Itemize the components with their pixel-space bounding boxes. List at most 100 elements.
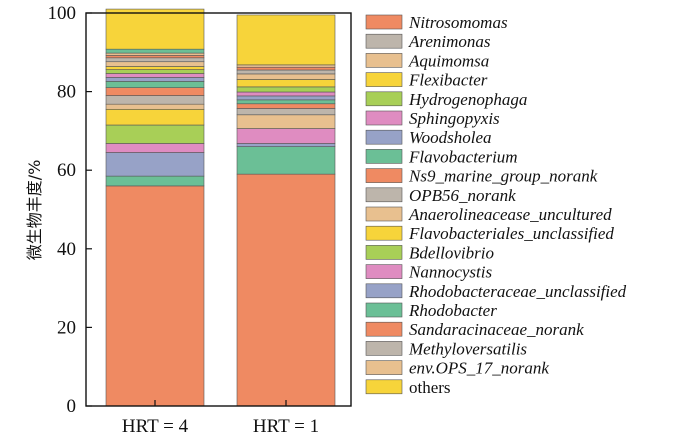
legend-label: Rhodobacteraceae_unclassified: [408, 282, 627, 301]
bar-segment-others: [236, 14, 336, 66]
legend-label: Flexibacter: [408, 71, 488, 90]
legend-item: Sphingopyxis: [365, 109, 500, 128]
legend-label: Bdellovibrio: [409, 243, 494, 262]
bar-stack-2: [236, 14, 336, 407]
legend-swatch: [365, 187, 403, 203]
bar-segment-env-ops-17-norank: [236, 64, 336, 68]
bar-segment-flavobacteriales-unclassified: [105, 108, 205, 126]
bar-segment-sphingopyxis: [236, 91, 336, 97]
legend-swatch: [365, 379, 403, 395]
legend-item: Anaerolineacease_uncultured: [365, 205, 612, 224]
legend-label: Flavobacterium: [408, 147, 518, 166]
legend-item: Flexibacter: [365, 71, 488, 90]
x-category-label: HRT = 4: [122, 416, 189, 437]
legend-label: Anaerolineacease_uncultured: [408, 205, 612, 224]
bar-segment-ns9-marine-group-norank: [236, 103, 336, 109]
legend-item: Aquimomsa: [365, 51, 489, 70]
bar-segment-flavobacterium: [236, 99, 336, 105]
bar-segment-aquimomsa: [105, 61, 205, 67]
y-tick-label: 80: [57, 82, 76, 103]
legend-item: Hydrogenophaga: [365, 90, 527, 109]
legend-label: Ns9_marine_group_norank: [408, 167, 598, 186]
bar-segment-hydrogenophaga: [236, 86, 336, 93]
bar-segment-sandaracinaceae-norank: [105, 185, 205, 407]
legend-swatch: [365, 283, 403, 299]
y-tick-label: 20: [57, 317, 76, 338]
legend-item: Nannocystis: [365, 263, 492, 282]
legend-swatch: [365, 53, 403, 68]
bar-segment-rhodobacteraceae-unclassified: [105, 152, 205, 177]
legend-label: Rhodobacter: [408, 301, 497, 320]
bar-segment-rhodobacter: [236, 146, 336, 175]
legend-item: Rhodobacteraceae_unclassified: [365, 282, 627, 301]
legend-item: OPB56_norank: [365, 186, 516, 205]
legend-item: Nitrosomomas: [365, 13, 508, 32]
legend-label: Arenimonas: [408, 32, 491, 51]
legend-swatch: [365, 206, 403, 222]
bar-segment-bdellovibrio: [105, 124, 205, 144]
bar-segment-aquimomsa: [236, 73, 336, 80]
legend-item: Flavobacterium: [365, 147, 518, 166]
bar-segment-woodsholea: [105, 77, 205, 82]
legend-swatch: [365, 168, 403, 183]
legend-label: Nitrosomomas: [408, 13, 508, 32]
bar-segment-arenimonas: [105, 57, 205, 63]
bar-segment-rhodobacter: [105, 175, 205, 187]
legend-label: Flavobacteriales_unclassified: [408, 224, 614, 243]
bar-segment-flavobacterium: [105, 48, 205, 54]
bar-segment-others: [105, 8, 205, 50]
bar-segment-sandaracinaceae-norank: [236, 173, 336, 407]
legend-item: Ns9_marine_group_norank: [365, 167, 598, 186]
bar-segment-ns9-marine-group-norank: [105, 87, 205, 96]
legend-label: env.OPS_17_norank: [409, 359, 549, 378]
bar-segment-flexibacter: [236, 79, 336, 88]
legend-label: others: [409, 378, 451, 397]
bar-segment-flavobacterium: [105, 81, 205, 88]
y-tick-label: 60: [57, 160, 76, 181]
y-axis-label: 微生物丰度/%: [25, 160, 44, 261]
legend-label: Nannocystis: [408, 263, 492, 282]
legend-swatch: [365, 264, 403, 279]
legend-swatch: [365, 91, 403, 107]
bar-segment-env-ops-17-norank: [105, 52, 205, 56]
legend-swatch: [365, 149, 403, 164]
bar-segment-opb56-norank: [105, 95, 205, 105]
bar-segment-anaerolineacease-uncultured: [236, 114, 336, 129]
bar-segment-flexibacter: [105, 66, 205, 70]
bar-segment-sphingopyxis: [105, 73, 205, 78]
bar-segment-rhodobacteraceae-unclassified: [236, 143, 336, 147]
legend-item: Rhodobacter: [365, 301, 497, 320]
legend-label: Aquimomsa: [408, 51, 489, 70]
legend-swatch: [365, 14, 403, 30]
plot-area: 0 20 40 60 80 100 HRT = 4 HRT = 1: [48, 3, 352, 437]
y-tick-label: 100: [48, 3, 77, 24]
bar-segment-opb56-norank: [236, 108, 336, 116]
legend-item: Sandaracinaceae_norank: [365, 320, 584, 339]
legend-swatch: [365, 321, 403, 337]
bar-segment-nannocystis: [105, 143, 205, 153]
legend-label: Sphingopyxis: [409, 109, 500, 128]
legend-label: Sandaracinaceae_norank: [409, 320, 584, 339]
legend-swatch: [365, 302, 403, 318]
legend: NitrosomomasArenimonasAquimomsaFlexibact…: [365, 13, 627, 397]
legend-swatch: [365, 225, 403, 241]
legend-swatch: [365, 129, 403, 145]
legend-item: Arenimonas: [365, 32, 491, 51]
y-tick-label: 40: [57, 239, 76, 260]
bar-segment-nannocystis: [236, 128, 336, 144]
legend-label: Methyloversatilis: [408, 339, 527, 358]
legend-swatch: [365, 245, 403, 260]
legend-label: Hydrogenophaga: [408, 90, 527, 109]
bar-segment-hydrogenophaga: [105, 69, 205, 74]
legend-label: OPB56_norank: [409, 186, 516, 205]
bar-segment-arenimonas: [236, 69, 336, 75]
legend-swatch: [365, 33, 403, 49]
legend-swatch: [365, 72, 403, 87]
legend-item: Flavobacteriales_unclassified: [365, 224, 614, 243]
legend-item: Woodsholea: [365, 128, 492, 147]
legend-item: Methyloversatilis: [365, 339, 527, 358]
bar-segment-woodsholea: [236, 95, 336, 101]
y-tick-label: 0: [67, 396, 77, 417]
bar-segment-nitrosomomas: [105, 55, 205, 59]
